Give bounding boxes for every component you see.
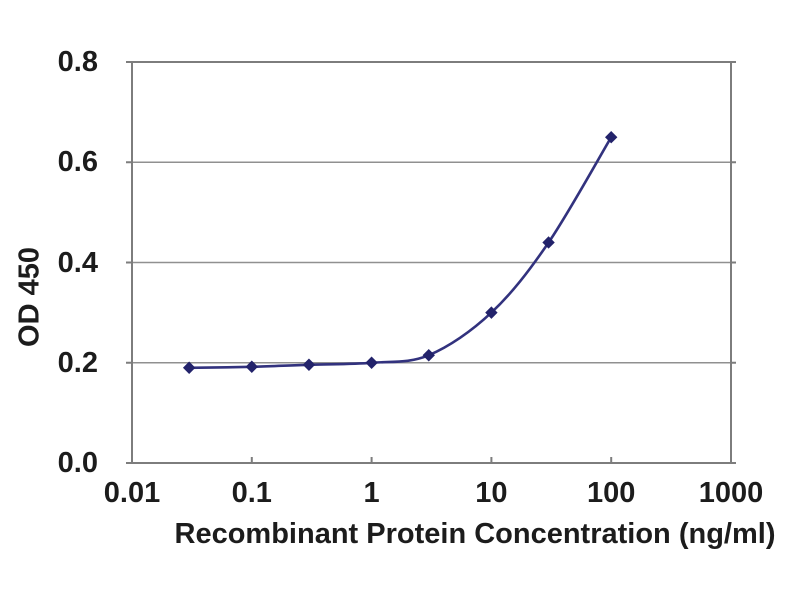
data-point-marker bbox=[485, 306, 498, 319]
x-tick-label: 0.01 bbox=[103, 477, 161, 509]
y-tick-label: 0.4 bbox=[57, 246, 98, 279]
data-point-marker bbox=[302, 358, 316, 371]
x-tick-label: 100 bbox=[586, 477, 636, 509]
x-tick-label: 10 bbox=[475, 477, 508, 509]
y-tick-label: 0.2 bbox=[57, 346, 98, 379]
data-point-marker bbox=[182, 361, 196, 374]
data-point-marker bbox=[245, 360, 259, 373]
data-point-marker bbox=[604, 130, 618, 144]
data-point-marker bbox=[542, 236, 555, 249]
x-tick-label: 0.1 bbox=[231, 477, 272, 509]
x-tick-label: 1 bbox=[363, 477, 380, 509]
y-tick-label: 0.0 bbox=[57, 447, 98, 479]
series-line bbox=[187, 135, 613, 370]
data-point-marker bbox=[422, 349, 435, 362]
y-tick-label: 0.8 bbox=[57, 46, 98, 78]
x-axis-title: Recombinant Protein Concentration (ng/ml… bbox=[174, 518, 776, 550]
y-tick-label: 0.6 bbox=[57, 146, 98, 179]
data-point-marker bbox=[365, 356, 378, 369]
x-tick-label: 1000 bbox=[698, 477, 764, 509]
